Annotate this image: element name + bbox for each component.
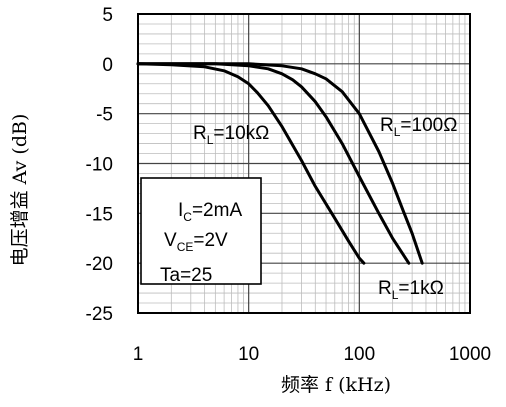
x-tick-label: 10 — [238, 344, 259, 365]
x-axis-label: 频率 f (kHz) — [281, 374, 391, 396]
series-label-1k: RL=1kΩ — [378, 278, 444, 302]
vce-condition: VCE=2V — [164, 230, 228, 254]
series-label-10k: RL=10kΩ — [193, 123, 269, 147]
y-tick-label: -15 — [86, 204, 113, 225]
y-tick-label: -10 — [86, 155, 113, 176]
y-tick-label: 5 — [102, 5, 113, 26]
y-tick-labels: 5 0 -5 -10 -15 -20 -25 — [86, 5, 113, 325]
ic-condition: IC=2mA — [178, 200, 242, 224]
y-tick-label: -5 — [96, 105, 113, 126]
x-tick-label: 1000 — [449, 344, 491, 365]
x-tick-label: 1 — [133, 344, 144, 365]
conditions-box: IC=2mA VCE=2V Ta=25 — [140, 177, 262, 286]
series-line — [136, 62, 366, 265]
x-tick-label: 100 — [343, 344, 375, 365]
series-label-100: RL=100Ω — [380, 115, 457, 139]
x-tick-labels: 1 10 100 1000 — [133, 344, 491, 365]
series-line — [136, 62, 411, 265]
y-tick-label: -20 — [86, 254, 113, 275]
conditions-box-frame — [140, 177, 262, 285]
y-axis-label: 电压增益 Av (dB) — [9, 114, 31, 267]
plot-frame — [137, 13, 471, 314]
series-line — [136, 62, 424, 265]
y-tick-label: -25 — [86, 304, 113, 325]
ta-condition: Ta=25 — [160, 265, 212, 286]
series-layer — [136, 62, 424, 265]
y-tick-label: 0 — [102, 55, 113, 76]
